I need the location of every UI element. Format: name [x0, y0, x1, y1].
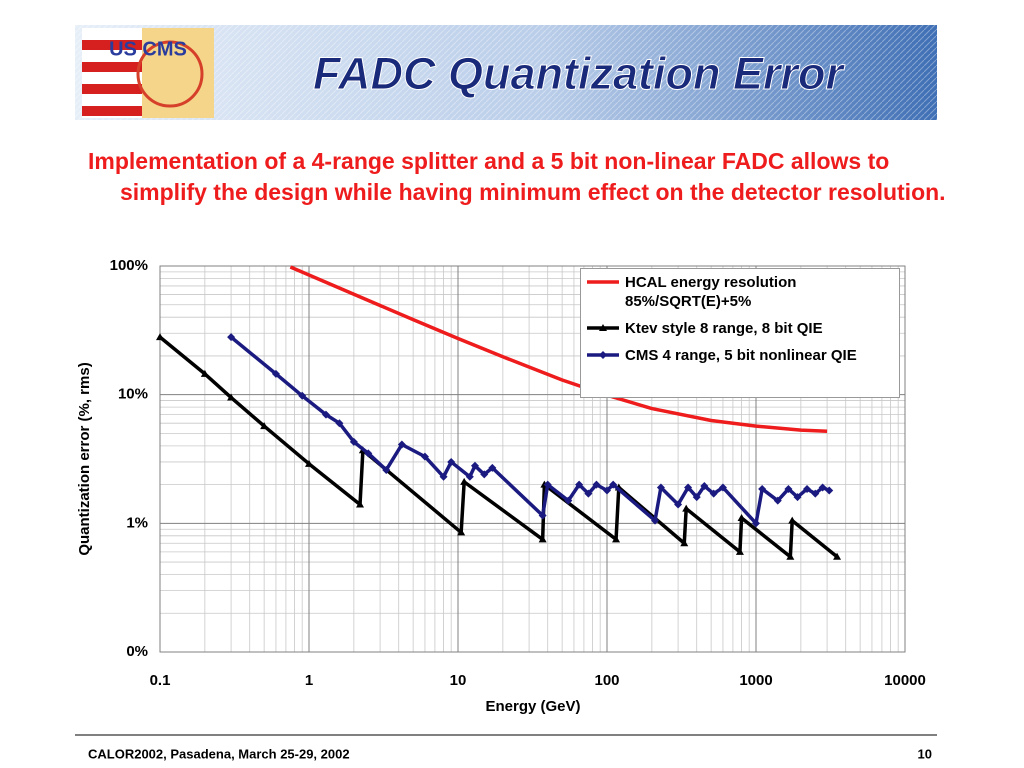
legend-swatch: [587, 280, 619, 284]
diamond-marker: [584, 489, 593, 498]
diamond-marker: [656, 483, 665, 492]
x-tick-label: 10: [450, 672, 467, 689]
diamond-marker: [592, 480, 601, 489]
triangle-marker: [538, 535, 547, 543]
diamond-marker: [543, 480, 552, 489]
diamond-marker: [709, 489, 718, 498]
y-axis-title: Quantization error (%, rms): [76, 362, 93, 555]
diamond-marker: [298, 391, 307, 400]
legend-label: Ktev style 8 range, 8 bit QIE: [625, 320, 823, 337]
slide-title: FADC Quantization Error: [313, 48, 846, 99]
diamond-marker: [465, 472, 474, 481]
triangle-marker: [735, 547, 744, 555]
logo-text: US CMS: [109, 38, 187, 60]
logo: US CMS: [82, 28, 214, 118]
header-texture: [75, 25, 937, 120]
diamond-marker: [575, 480, 584, 489]
diamond-marker: [564, 496, 573, 505]
diamond-marker: [420, 452, 429, 461]
diamond-marker: [793, 493, 802, 502]
diamond-marker: [349, 437, 358, 446]
triangle-marker: [356, 500, 365, 508]
triangle-marker: [786, 552, 795, 560]
triangle-marker: [833, 552, 842, 560]
diamond-marker: [397, 440, 406, 449]
legend: HCAL energy resolution 85%/SQRT(E)+5% Kte…: [580, 268, 900, 398]
x-tick-label: 10000: [884, 672, 926, 689]
x-tick-label: 1: [305, 672, 313, 689]
triangle-marker: [682, 504, 691, 512]
diamond-marker: [684, 483, 693, 492]
x-tick-label: 1000: [739, 672, 772, 689]
plot: [156, 265, 842, 560]
triangle-marker: [227, 393, 236, 401]
bullet-text: Implementation of a 4-range splitter and…: [88, 148, 946, 205]
diamond-marker: [811, 489, 820, 498]
diamond-marker: [603, 486, 611, 495]
diamond-marker: [609, 480, 618, 489]
diamond-marker: [382, 465, 391, 474]
triangle-marker: [305, 459, 313, 467]
triangle-marker: [460, 477, 469, 485]
diamond-marker: [803, 484, 812, 493]
legend-entry: CMS 4 range, 5 bit nonlinear QIE: [587, 346, 893, 365]
x-tick-label: 100: [594, 672, 619, 689]
legend-swatch: [587, 351, 619, 359]
legend-label: HCAL energy resolution 85%/SQRT(E)+5%: [625, 274, 797, 310]
triangle-marker: [260, 422, 269, 430]
legend-label: CMS 4 range, 5 bit nonlinear QIE: [625, 347, 857, 364]
diamond-marker: [480, 470, 489, 479]
triangle-marker: [737, 514, 746, 522]
diamond-marker: [700, 482, 709, 491]
diamond-marker: [752, 519, 760, 528]
y-tick-label: 0%: [126, 643, 148, 660]
diamond-marker: [599, 351, 607, 359]
triangle-marker: [788, 516, 797, 524]
legend-swatch: [587, 324, 619, 331]
diamond-marker: [692, 493, 701, 502]
y-tick-label: 100%: [110, 257, 148, 274]
triangle-marker: [599, 324, 607, 331]
y-tick-label: 1%: [126, 514, 148, 531]
diamond-marker: [651, 516, 660, 525]
diamond-marker: [758, 484, 767, 493]
diamond-marker: [538, 511, 547, 520]
diamond-marker: [674, 500, 683, 509]
x-tick-label: 0.1: [150, 672, 171, 689]
footer-text: CALOR2002, Pasadena, March 25-29, 2002: [88, 746, 350, 761]
y-tick-label: 10%: [118, 386, 148, 403]
diamond-marker: [718, 483, 727, 492]
diamond-marker: [321, 410, 330, 419]
triangle-marker: [156, 333, 164, 341]
triangle-marker: [200, 369, 209, 377]
diamond-marker: [470, 461, 479, 470]
diamond-marker: [784, 484, 793, 493]
diamond-marker: [773, 496, 782, 505]
triangle-marker: [680, 539, 689, 547]
x-axis-title: Energy (GeV): [485, 698, 580, 715]
diamond-marker: [447, 457, 456, 466]
triangle-marker: [612, 535, 621, 543]
diamond-marker: [271, 369, 280, 378]
diamond-marker: [439, 472, 448, 481]
diamond-marker: [825, 486, 834, 495]
diamond-marker: [818, 483, 827, 492]
diamond-marker: [227, 333, 236, 342]
legend-entry: HCAL energy resolution 85%/SQRT(E)+5%: [587, 273, 893, 311]
diamond-marker: [335, 419, 344, 428]
series-line: [289, 265, 828, 433]
triangle-marker: [457, 528, 466, 536]
page-number: 10: [918, 746, 932, 761]
legend-entry: Ktev style 8 range, 8 bit QIE: [587, 319, 893, 338]
diamond-marker: [488, 463, 497, 472]
diamond-marker: [364, 449, 373, 458]
